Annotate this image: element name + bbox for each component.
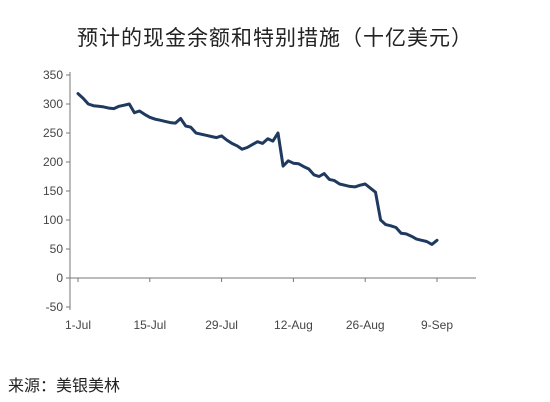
y-tick-label: 300: [43, 97, 63, 111]
x-tick-label: 1-Jul: [65, 318, 91, 332]
y-tick-label: 50: [50, 242, 64, 256]
y-tick-label: 0: [56, 271, 63, 285]
y-tick-label: 250: [43, 126, 63, 140]
y-tick-label: 150: [43, 184, 63, 198]
y-tick-label: 200: [43, 155, 63, 169]
x-tick-label: 15-Jul: [133, 318, 166, 332]
source-note: 来源：美银美林: [8, 376, 121, 395]
y-tick-label: 350: [43, 68, 63, 82]
x-tick-label: 12-Aug: [274, 318, 313, 332]
series-line: [76, 92, 439, 246]
chart-title: 预计的现金余额和特别措施（十亿美元）: [77, 26, 473, 50]
x-tick-label: 9-Sep: [421, 318, 453, 332]
line-chart: 350 300 250 200 150 100 50 0 -501-Jul 15-Jul 29-Ju…: [43, 68, 476, 332]
x-tick-label: 26-Aug: [346, 318, 385, 332]
y-tick-label: 100: [43, 213, 63, 227]
y-tick-label: -50: [46, 300, 64, 314]
x-tick-label: 29-Jul: [205, 318, 238, 332]
